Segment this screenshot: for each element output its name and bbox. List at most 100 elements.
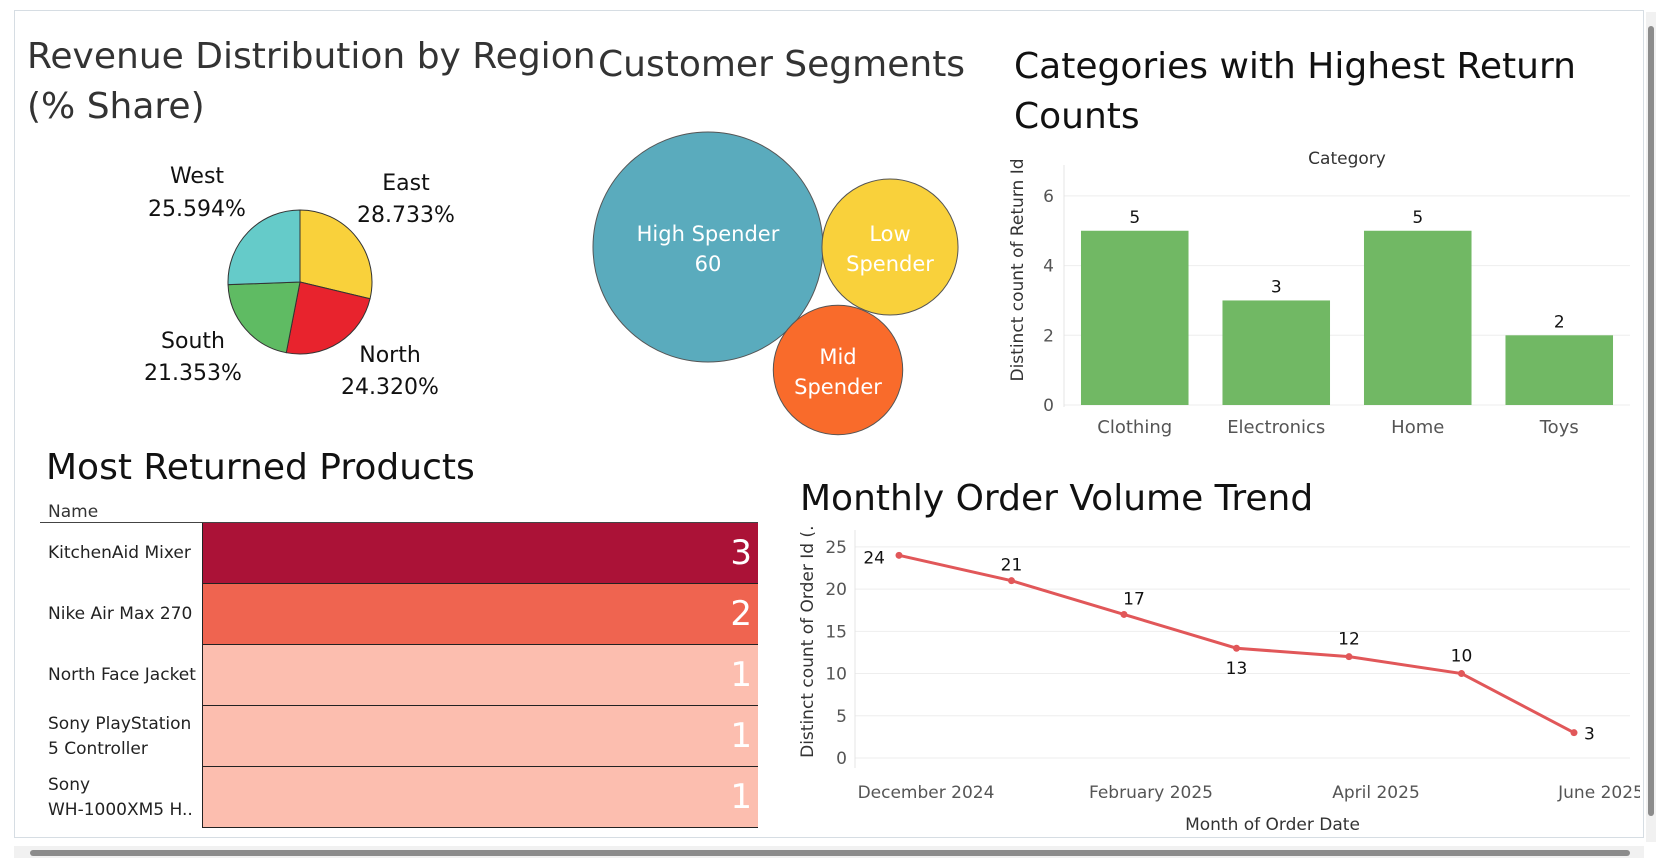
row-name-line1: Nike Air Max 270 bbox=[48, 604, 193, 624]
line-point bbox=[1345, 653, 1353, 661]
bubble-chart-title: Customer Segments bbox=[598, 44, 966, 85]
line-xtick-label: February 2025 bbox=[1089, 783, 1213, 803]
table-row-value-cell: 1 bbox=[203, 645, 758, 706]
table-row-name-text: Sony WH-1000XM5 H.. bbox=[48, 773, 193, 823]
bar-xtick-label: Clothing bbox=[1097, 417, 1172, 438]
bubble-label-high-spender: High Spender bbox=[637, 222, 780, 246]
returns-title-line2: Counts bbox=[1014, 96, 1140, 137]
line-point bbox=[1458, 670, 1465, 678]
bar-electronics bbox=[1222, 300, 1331, 405]
segment-bubble-chart: High Spender 60 Low Spender Mid Spender bbox=[592, 131, 959, 436]
bar-value-label: 5 bbox=[1412, 208, 1423, 228]
line-series bbox=[898, 553, 1575, 734]
row-name-line2: 5 Controller bbox=[48, 738, 148, 759]
returns-chart-title: Categories with Highest Return Counts bbox=[1014, 42, 1576, 142]
pie-value-east: 28.733% bbox=[357, 203, 455, 228]
row-name-line1: Sony PlayStation bbox=[48, 713, 192, 734]
line-xtick-label: December 2024 bbox=[858, 783, 995, 803]
bubble-label-low: Low bbox=[869, 222, 910, 246]
line-ytick-label: 0 bbox=[836, 749, 847, 769]
table-row-name: North Face Jacket bbox=[40, 645, 198, 706]
row-name-line2: WH-1000XM5 H.. bbox=[48, 799, 193, 820]
line-value-label: 3 bbox=[1584, 725, 1595, 745]
bar-home bbox=[1363, 230, 1472, 405]
bubble-label2-low: Spender bbox=[846, 252, 934, 276]
bar-xtick-label: Electronics bbox=[1227, 417, 1325, 438]
line-value-label: 10 bbox=[1451, 647, 1473, 667]
table-row-name-text: North Face Jacket bbox=[48, 663, 196, 688]
pie-label-south: South bbox=[161, 329, 225, 354]
line-value-label: 24 bbox=[863, 548, 885, 568]
row-name-line1: Sony bbox=[48, 774, 91, 795]
table-row-name: Sony PlayStation 5 Controller bbox=[40, 706, 198, 767]
pie-slice-south bbox=[227, 281, 301, 354]
table-header-name: Name bbox=[48, 502, 99, 522]
bar-y-axis-label: Distinct count of Return Id bbox=[1008, 158, 1028, 381]
pie-value-south: 21.353% bbox=[144, 361, 242, 386]
bubble-low bbox=[821, 178, 959, 316]
table-row-value-cell: 3 bbox=[203, 523, 758, 584]
pie-title-line1: Revenue Distribution by Region bbox=[27, 36, 596, 77]
region-pie-chart: East 28.733% North 24.320% South 21.353% West 2… bbox=[144, 164, 455, 400]
line-value-label: 12 bbox=[1338, 630, 1360, 650]
line-point bbox=[1233, 644, 1240, 652]
table-column-divider bbox=[202, 523, 203, 828]
pie-label-east: East bbox=[382, 171, 430, 196]
table-row-value-cell: 1 bbox=[203, 706, 758, 767]
pie-label-west: West bbox=[170, 164, 224, 189]
line-ytick-label: 15 bbox=[825, 622, 847, 642]
line-point bbox=[1120, 610, 1128, 618]
bar-value-label: 2 bbox=[1554, 312, 1565, 332]
bar-xtick-label: Toys bbox=[1539, 417, 1579, 438]
table-header-divider bbox=[40, 522, 758, 523]
bar-ytick-label: 4 bbox=[1043, 257, 1054, 277]
pie-slice-west bbox=[227, 209, 301, 286]
line-ytick-label: 25 bbox=[825, 538, 847, 558]
line-ytick-label: 20 bbox=[825, 580, 847, 600]
bubble-label-mid: Mid bbox=[819, 345, 856, 369]
line-value-label: 17 bbox=[1123, 589, 1145, 609]
products-table-title: Most Returned Products bbox=[46, 447, 475, 488]
bar-clothing bbox=[1080, 230, 1189, 405]
dashboard-frame bbox=[14, 10, 1644, 838]
bar-value-label: 5 bbox=[1129, 208, 1140, 228]
line-value-label: 13 bbox=[1226, 659, 1248, 679]
bubble-label2-mid: Spender bbox=[794, 375, 882, 399]
bubble-mid bbox=[772, 304, 904, 436]
returns-title-line1: Categories with Highest Return bbox=[1014, 46, 1576, 87]
bar-value-label: 3 bbox=[1271, 277, 1282, 297]
table-row-name: Nike Air Max 270 bbox=[40, 584, 198, 645]
bar-xtick-label: Home bbox=[1391, 417, 1444, 438]
trend-chart-title: Monthly Order Volume Trend bbox=[800, 478, 1314, 519]
table-row-name: Sony WH-1000XM5 H.. bbox=[40, 767, 198, 828]
table-row-name: KitchenAid Mixer bbox=[40, 523, 198, 584]
pie-label-north: North bbox=[359, 343, 421, 368]
vertical-scroll-thumb[interactable] bbox=[1648, 26, 1654, 816]
line-point bbox=[895, 551, 903, 559]
pie-slice-north bbox=[285, 281, 371, 355]
line-point bbox=[1570, 729, 1578, 737]
pie-slice-east bbox=[299, 209, 373, 300]
pie-chart-title: Revenue Distribution by Region (% Share) bbox=[27, 32, 596, 132]
line-xtick-label: June 2025 bbox=[1557, 783, 1640, 803]
line-x-axis-label: Month of Order Date bbox=[1185, 815, 1360, 835]
line-ytick-label: 10 bbox=[825, 665, 847, 685]
bar-category-header: Category bbox=[1308, 149, 1386, 169]
order-trend-line-chart: 0 5 10 15 20 25 Distinct count of Order Id (..… bbox=[798, 525, 1640, 835]
line-ytick-label: 5 bbox=[836, 707, 847, 727]
table-row-name-text: Nike Air Max 270 bbox=[48, 602, 192, 627]
table-row-name-text: Sony PlayStation 5 Controller bbox=[48, 712, 191, 762]
line-y-axis-label: Distinct count of Order Id (.. bbox=[798, 525, 818, 758]
bubble-label2-high-spender: 60 bbox=[695, 252, 722, 276]
line-point bbox=[1008, 577, 1015, 585]
bubble-high-spender bbox=[592, 131, 824, 363]
bar-ytick-label: 0 bbox=[1043, 396, 1054, 416]
bar-toys bbox=[1505, 335, 1614, 405]
line-value-label: 21 bbox=[1001, 556, 1023, 576]
row-name-line1: North Face Jacket bbox=[48, 665, 196, 685]
bar-ytick-label: 2 bbox=[1043, 326, 1054, 346]
pie-value-west: 25.594% bbox=[148, 197, 246, 222]
horizontal-scroll-thumb[interactable] bbox=[30, 850, 1630, 856]
row-name-line1: KitchenAid Mixer bbox=[48, 543, 191, 563]
pie-value-north: 24.320% bbox=[341, 375, 439, 400]
